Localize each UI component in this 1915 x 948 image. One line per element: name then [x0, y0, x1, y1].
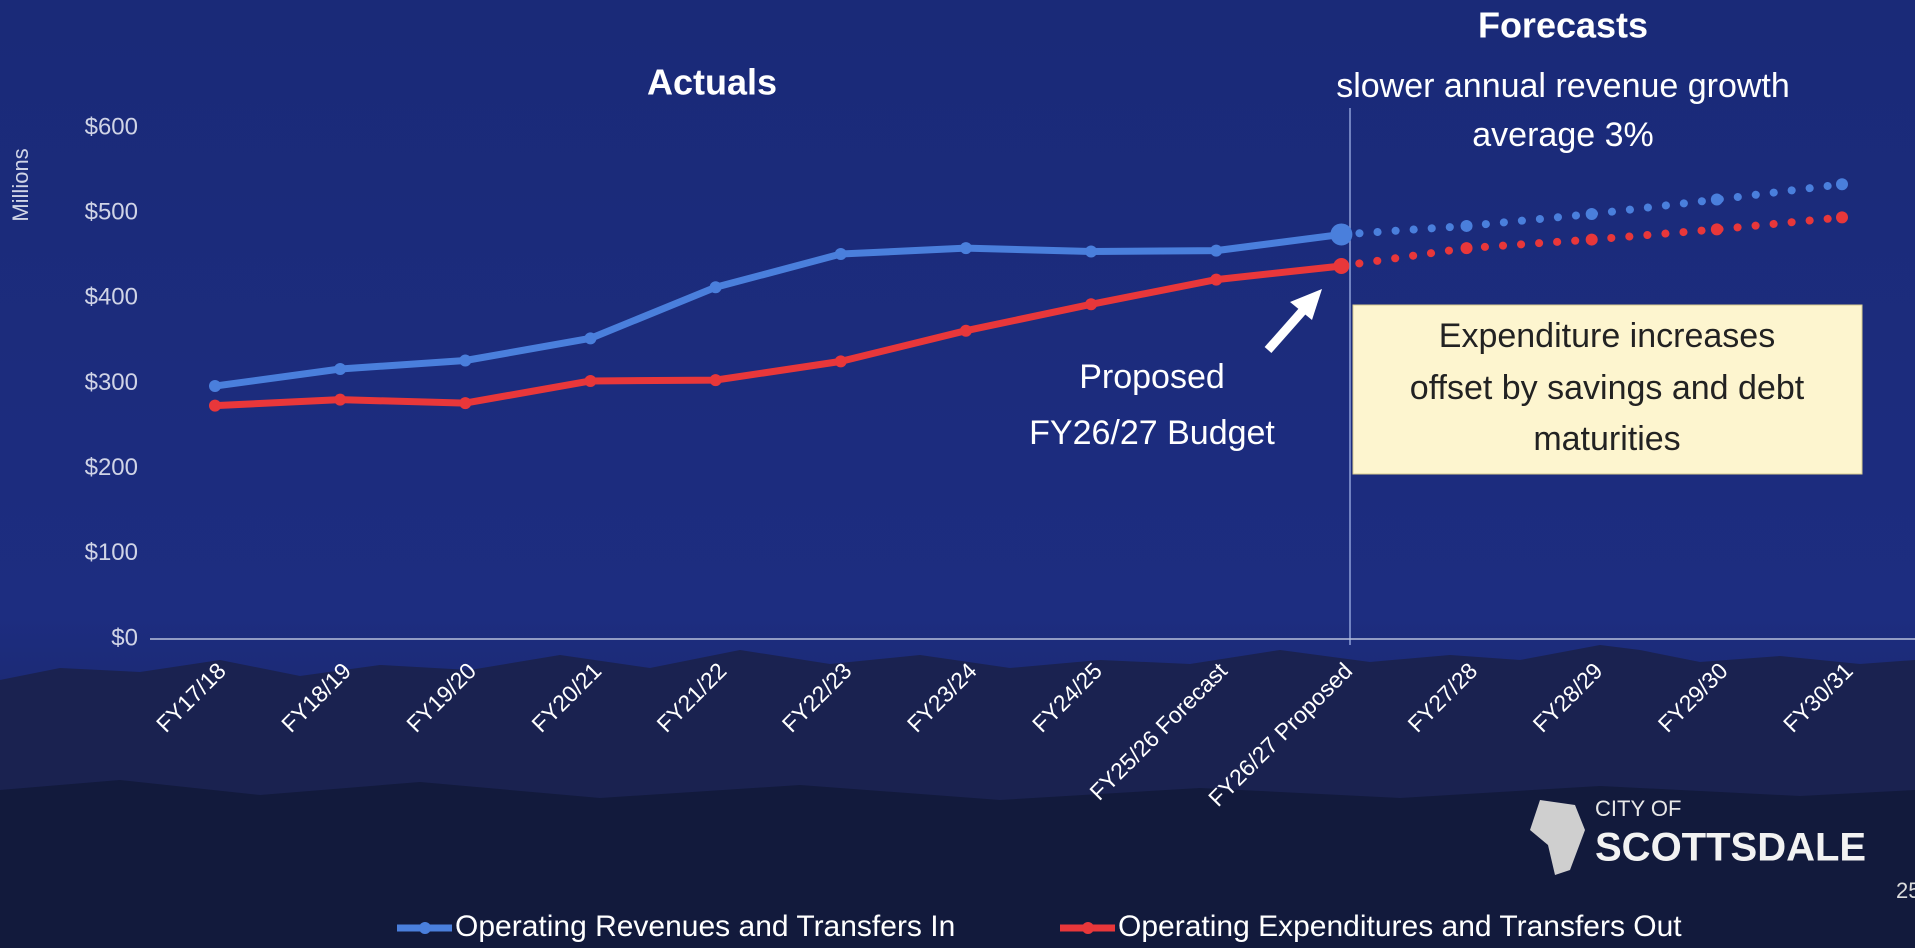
forecasts-label: Forecasts: [1478, 5, 1648, 46]
data-point: [334, 363, 347, 376]
data-point: [584, 332, 597, 345]
data-point: [1460, 242, 1473, 255]
legend-swatch: [419, 922, 431, 934]
data-point: [209, 380, 221, 393]
logo-text: SCOTTSDALE: [1595, 826, 1866, 870]
logo-icon: [1530, 800, 1585, 875]
y-tick-label: $0: [111, 624, 138, 651]
y-tick-label: $300: [85, 369, 138, 396]
data-point: [1836, 178, 1848, 191]
data-point: [1836, 211, 1848, 224]
legend-label: Operating Expenditures and Transfers Out: [1118, 910, 1682, 943]
callout-text: offset by savings and debt: [1410, 369, 1805, 407]
series-line: [211, 262, 1345, 410]
data-point: [1210, 244, 1223, 257]
y-axis-label: Millions: [8, 148, 33, 221]
callout-text: Expenditure increases: [1439, 317, 1775, 355]
data-point: [834, 355, 847, 368]
data-point: [1710, 223, 1723, 236]
data-point: [1330, 223, 1353, 246]
forecast-note: average 3%: [1472, 116, 1653, 154]
callout-text: maturities: [1533, 420, 1680, 458]
actuals-label: Actuals: [647, 62, 777, 103]
data-point: [1085, 245, 1098, 258]
data-point: [334, 393, 347, 406]
data-point: [1585, 208, 1598, 221]
arrow-head: [1290, 289, 1322, 320]
data-point: [1210, 273, 1223, 286]
proposed-label: Proposed: [1079, 358, 1225, 396]
data-point: [709, 281, 722, 294]
data-point: [1710, 193, 1723, 206]
data-point: [709, 374, 722, 387]
data-point: [1585, 233, 1598, 246]
series-line: [211, 230, 1345, 390]
logo-text: CITY OF: [1595, 796, 1681, 821]
callout-box: [1352, 304, 1863, 475]
data-point: [1333, 257, 1350, 274]
data-point: [834, 248, 847, 261]
data-point: [1460, 219, 1473, 232]
data-point: [459, 397, 472, 410]
legend-swatch: [1082, 922, 1094, 934]
y-tick-label: $400: [85, 284, 138, 311]
data-point: [209, 399, 221, 412]
data-point: [1085, 298, 1098, 311]
proposed-label: FY26/27 Budget: [1029, 414, 1275, 452]
y-tick-label: $100: [85, 539, 138, 566]
y-tick-label: $200: [85, 454, 138, 481]
data-point: [959, 324, 972, 337]
forecast-note: slower annual revenue growth: [1336, 67, 1790, 105]
data-point: [959, 242, 972, 255]
foreground: [0, 780, 1915, 948]
arrow-shaft: [1264, 304, 1310, 353]
plot: [209, 178, 1848, 412]
legend-label: Operating Revenues and Transfers In: [455, 910, 955, 943]
page-number: 25: [1896, 878, 1915, 903]
y-tick-label: $500: [85, 199, 138, 226]
y-tick-label: $600: [85, 113, 138, 140]
data-point: [459, 354, 472, 367]
data-point: [584, 374, 597, 387]
